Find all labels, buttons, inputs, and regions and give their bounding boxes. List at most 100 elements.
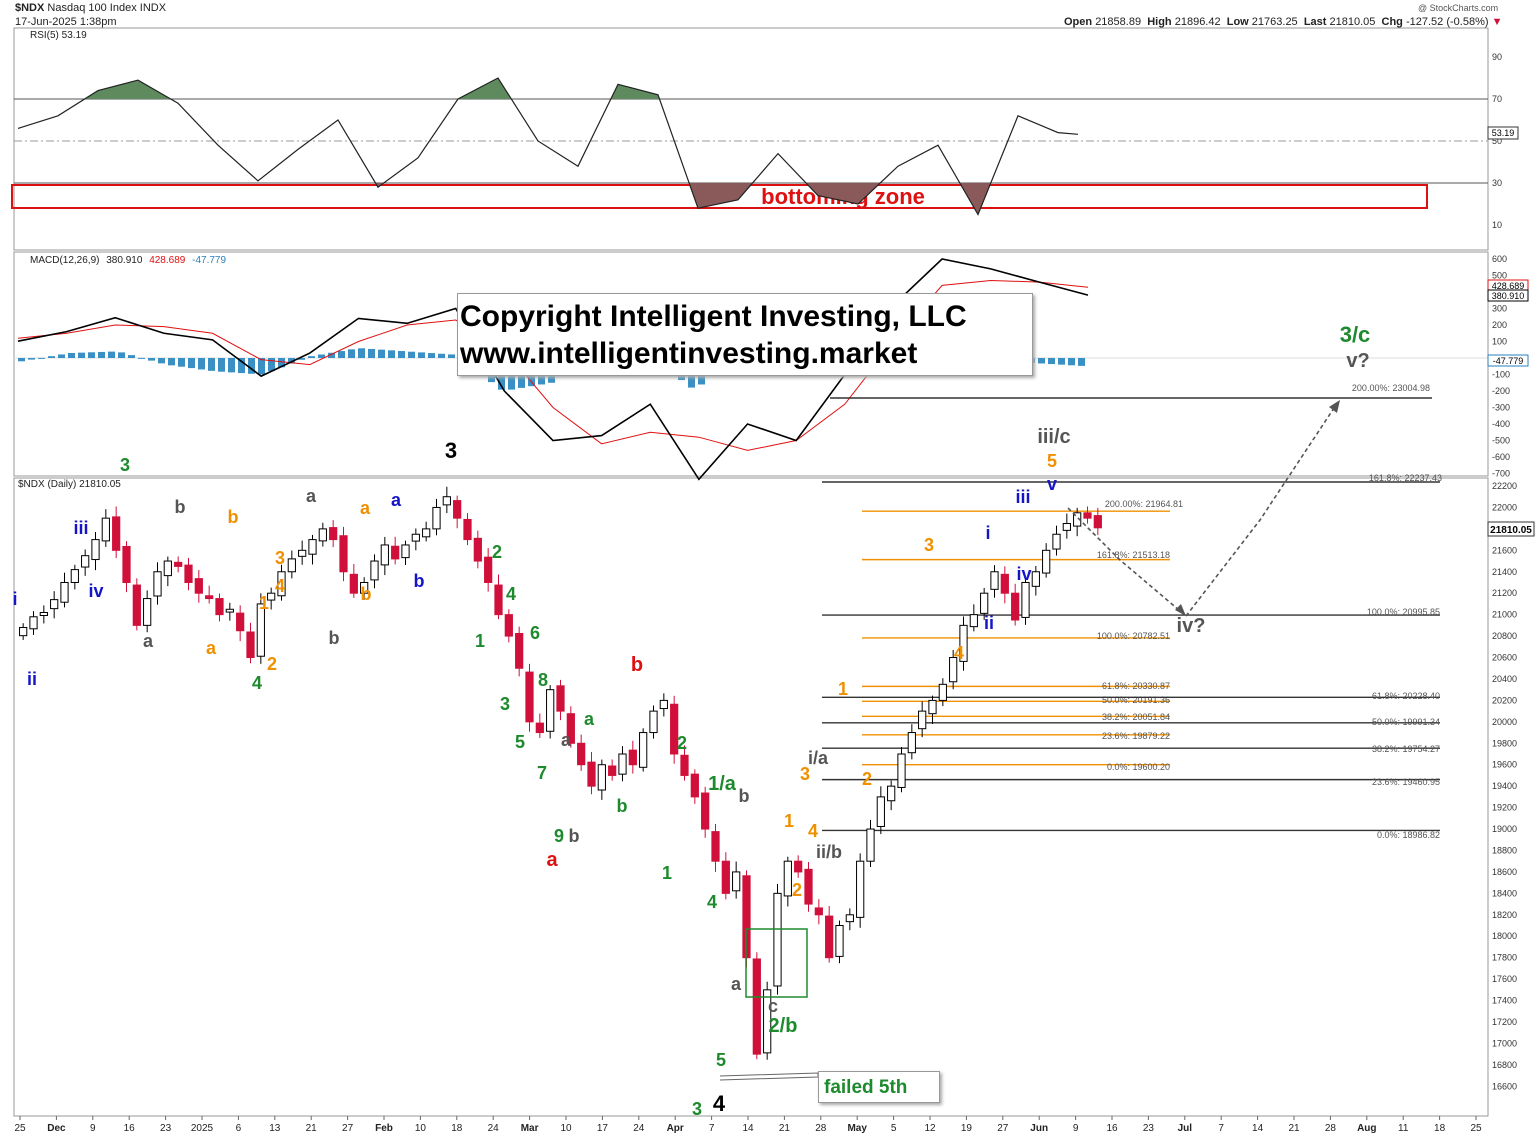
fib-level-label: 200.00%: 21964.81 bbox=[1105, 499, 1183, 509]
macd-tick-label: -500 bbox=[1492, 436, 1510, 446]
fib-level-label: 50.0%: 20191.36 bbox=[1102, 695, 1170, 705]
exchange: INDX bbox=[139, 2, 167, 14]
rsi-y-axis: 10 30 50 70 90 bbox=[1492, 52, 1502, 230]
macd-histogram-bar bbox=[108, 351, 115, 358]
candle-body bbox=[763, 989, 772, 1054]
macd-histogram-bar bbox=[78, 352, 85, 358]
macd-tick-label: -300 bbox=[1492, 403, 1510, 413]
candle-body bbox=[804, 868, 813, 905]
failed-5th-box: failed 5th bbox=[818, 1071, 940, 1103]
last-price-tag bbox=[1487, 521, 1535, 537]
candle-body bbox=[29, 616, 38, 630]
failed-5th-label: failed 5th bbox=[824, 1077, 908, 1098]
wave-label: a bbox=[546, 849, 558, 871]
price-tick-label: 21200 bbox=[1492, 588, 1517, 598]
candle-body bbox=[752, 958, 761, 1055]
candle-body bbox=[566, 713, 575, 744]
candle-body bbox=[70, 569, 79, 583]
wave-label: iv? bbox=[1176, 615, 1206, 637]
x-tick-label: 14 bbox=[1252, 1123, 1264, 1134]
wave-label: 7 bbox=[536, 762, 548, 783]
macd-histogram-bar bbox=[438, 353, 445, 358]
rsi-overbought-fill bbox=[618, 84, 658, 99]
candle-body bbox=[887, 785, 896, 802]
candle-body bbox=[659, 699, 668, 710]
rsi-oversold-fill bbox=[818, 183, 858, 204]
x-tick-label: 10 bbox=[560, 1123, 572, 1134]
price-tick-label: 19000 bbox=[1492, 824, 1517, 834]
candle-body bbox=[143, 598, 152, 626]
price-tick-label: 20400 bbox=[1492, 674, 1517, 684]
price-tick-label: 20800 bbox=[1492, 631, 1517, 641]
rsi-tick-label: 10 bbox=[1492, 220, 1502, 230]
candle-body bbox=[1000, 573, 1009, 594]
candle-body bbox=[225, 608, 234, 613]
candle-body bbox=[432, 506, 441, 530]
x-tick-label: 28 bbox=[1325, 1123, 1337, 1134]
wave-label: a bbox=[560, 729, 572, 750]
x-tick-label: 28 bbox=[815, 1123, 827, 1134]
macd-histogram-bar bbox=[428, 353, 435, 358]
macd-histogram-bar bbox=[168, 358, 175, 366]
candle-body bbox=[163, 560, 172, 577]
macd-label: MACD(12,26,9) 380.910 428.689 -47.779 bbox=[30, 255, 226, 266]
candle-body bbox=[1011, 592, 1020, 621]
wave-label: a bbox=[583, 708, 595, 729]
rsi-panel bbox=[13, 27, 1489, 251]
symbol: $NDX bbox=[15, 2, 45, 14]
price-tick-label: 18800 bbox=[1492, 845, 1517, 855]
price-tick-label: 18400 bbox=[1492, 888, 1517, 898]
candle-body bbox=[711, 831, 720, 862]
x-tick-label: 6 bbox=[236, 1123, 242, 1134]
wave-label: 2 bbox=[861, 768, 873, 789]
x-tick-label: 7 bbox=[709, 1123, 715, 1134]
macd-histogram-bar bbox=[228, 358, 235, 373]
candle-body bbox=[1083, 512, 1092, 519]
candle-body bbox=[442, 496, 451, 506]
candle-body bbox=[122, 545, 131, 583]
price-panel bbox=[13, 477, 1489, 1117]
macd-histogram-bar bbox=[1048, 358, 1055, 365]
macd-histogram-bar bbox=[138, 357, 145, 359]
x-tick-label: Jun bbox=[1030, 1123, 1048, 1134]
macd-histogram-bar bbox=[308, 356, 315, 358]
last-price-text: 21810.05 bbox=[1490, 525, 1532, 536]
wave-label: 5 bbox=[715, 1049, 727, 1070]
candle-body bbox=[60, 581, 69, 603]
price-tick-label: 16800 bbox=[1492, 1060, 1517, 1070]
wave-label: 2/b bbox=[768, 1015, 798, 1037]
candle-body bbox=[101, 517, 110, 542]
price-tick-label: 16600 bbox=[1492, 1081, 1517, 1091]
candle-body bbox=[215, 598, 224, 616]
price-tick-label: 20200 bbox=[1492, 695, 1517, 705]
rsi-overbought-fill bbox=[98, 80, 138, 99]
website-line: www.intelligentinvesting.market bbox=[460, 337, 918, 370]
macd-histogram-bar bbox=[1078, 358, 1085, 366]
candle-body bbox=[535, 722, 544, 734]
candle-body bbox=[153, 571, 162, 597]
wave-label: ii/b bbox=[816, 841, 842, 862]
candle-body bbox=[608, 765, 617, 776]
macd-histogram-bar bbox=[1058, 358, 1065, 365]
candle-body bbox=[112, 516, 121, 551]
candle-body bbox=[732, 871, 741, 892]
wave-label: 3 bbox=[923, 534, 935, 555]
candle-body bbox=[360, 581, 369, 594]
wave-label: 6 bbox=[529, 622, 541, 643]
macd-tick-label: 500 bbox=[1492, 271, 1507, 281]
x-tick-label: 18 bbox=[1434, 1123, 1446, 1134]
ohlc-summary: Open 21858.89 High 21896.42 Low 21763.25… bbox=[1064, 16, 1503, 28]
fib-level-label: 161.8%: 22237.43 bbox=[1369, 473, 1442, 483]
x-tick-label: 9 bbox=[90, 1123, 96, 1134]
candle-body bbox=[256, 603, 265, 657]
wave-label: i bbox=[12, 588, 18, 609]
macd-value-tag-text: 380.910 bbox=[1492, 291, 1525, 301]
candle-body bbox=[267, 592, 276, 601]
candle-body bbox=[980, 592, 989, 614]
wave-label: ii bbox=[26, 668, 38, 689]
price-tick-label: 21000 bbox=[1492, 610, 1517, 620]
candle-body bbox=[990, 571, 999, 590]
x-tick-label: 9 bbox=[1073, 1123, 1079, 1134]
wave-label: 4 bbox=[251, 672, 263, 693]
macd-tick-label: -700 bbox=[1492, 469, 1510, 479]
